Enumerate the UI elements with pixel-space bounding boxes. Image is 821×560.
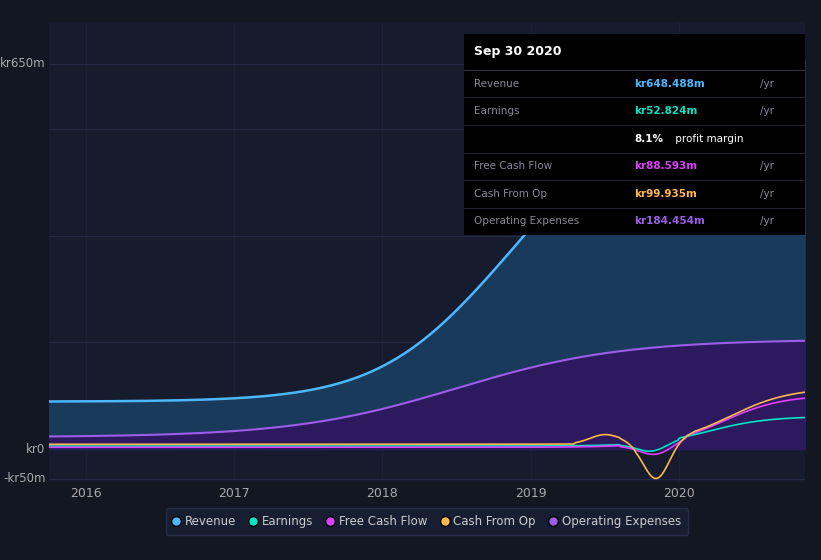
Text: Earnings: Earnings [474,106,520,116]
Text: kr650m: kr650m [0,57,45,71]
Text: Cash From Op: Cash From Op [474,189,547,199]
Text: Free Cash Flow: Free Cash Flow [474,161,553,171]
Text: kr184.454m: kr184.454m [635,216,705,226]
Text: -kr50m: -kr50m [3,472,45,485]
Text: kr99.935m: kr99.935m [635,189,697,199]
Text: /yr: /yr [760,161,774,171]
Text: /yr: /yr [760,216,774,226]
Text: kr52.824m: kr52.824m [635,106,698,116]
Text: Revenue: Revenue [474,78,519,88]
Text: /yr: /yr [760,78,774,88]
Text: profit margin: profit margin [672,134,743,144]
Text: Operating Expenses: Operating Expenses [474,216,580,226]
Text: kr88.593m: kr88.593m [635,161,697,171]
Text: /yr: /yr [760,106,774,116]
Text: 8.1%: 8.1% [635,134,663,144]
Text: kr0: kr0 [26,442,45,455]
Text: /yr: /yr [760,189,774,199]
Text: Sep 30 2020: Sep 30 2020 [474,45,562,58]
Text: kr648.488m: kr648.488m [635,78,705,88]
Legend: Revenue, Earnings, Free Cash Flow, Cash From Op, Operating Expenses: Revenue, Earnings, Free Cash Flow, Cash … [166,508,688,535]
